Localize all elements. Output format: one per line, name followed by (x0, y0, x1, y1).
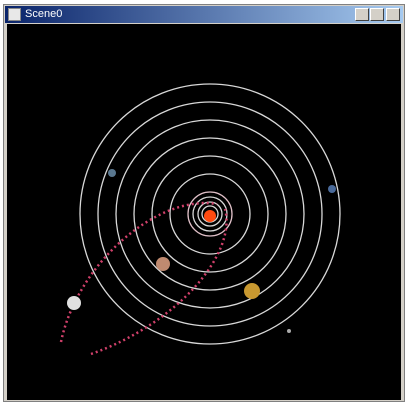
sun (204, 210, 216, 222)
planet (156, 257, 170, 271)
title-bar: Scene0 (5, 6, 403, 23)
background (7, 24, 401, 400)
planet (108, 169, 116, 177)
maximize-button[interactable] (370, 8, 384, 21)
planet (328, 185, 336, 193)
planet (244, 283, 260, 299)
minimize-button[interactable] (355, 8, 369, 21)
orbits (79, 83, 341, 345)
comet-paths (59, 201, 228, 356)
window: Scene0 (3, 4, 405, 402)
planet (67, 296, 81, 310)
scene-view (7, 24, 401, 400)
window-title: Scene0 (25, 8, 63, 20)
planet (287, 329, 291, 333)
window-icon (8, 8, 21, 21)
close-button[interactable] (386, 8, 400, 21)
